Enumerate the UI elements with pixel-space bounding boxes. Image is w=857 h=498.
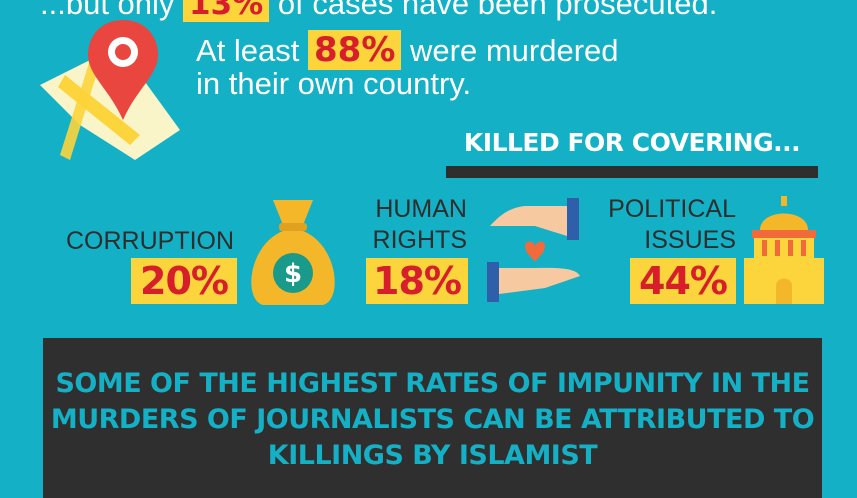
section-heading: KILLED FOR COVERING...	[446, 128, 818, 178]
svg-text:$: $	[284, 259, 302, 289]
label-line: POLITICAL	[608, 195, 736, 223]
category-label-political-issues: POLITICAL ISSUES	[600, 194, 736, 256]
text: were murdered	[410, 33, 619, 68]
money-bag-icon: $	[251, 200, 335, 305]
callout-box: SOME OF THE HIGHEST RATES OF IMPUNITY IN…	[43, 338, 822, 498]
hands-heart-icon	[487, 198, 580, 302]
percent-corruption: 20%	[131, 258, 237, 304]
prosecuted-percent: 13%	[183, 0, 270, 22]
percent-political-issues: 44%	[630, 258, 736, 304]
murdered-line-2: in their own country.	[196, 66, 472, 101]
prosecuted-line: ...but only 13% of cases have been prose…	[40, 0, 717, 22]
category-label-human-rights: HUMAN RIGHTS	[372, 194, 467, 256]
label-line: HUMAN	[375, 195, 467, 223]
label-line: ISSUES	[644, 226, 736, 254]
text: At least	[196, 33, 300, 68]
heading-underline	[446, 166, 818, 178]
capitol-building-icon	[744, 196, 824, 304]
percent-human-rights: 18%	[366, 258, 468, 304]
murdered-line: At least 88% were murdered	[196, 30, 619, 70]
heading-text: KILLED FOR COVERING...	[463, 128, 801, 157]
text: ...but only	[40, 0, 175, 21]
label-line: RIGHTS	[372, 226, 467, 254]
category-label-corruption: CORRUPTION	[66, 227, 235, 255]
map-pin-icon	[40, 20, 180, 160]
callout-text: SOME OF THE HIGHEST RATES OF IMPUNITY IN…	[50, 368, 815, 471]
text: of cases have been prosecuted.	[277, 0, 718, 21]
home-country-percent: 88%	[308, 30, 402, 70]
